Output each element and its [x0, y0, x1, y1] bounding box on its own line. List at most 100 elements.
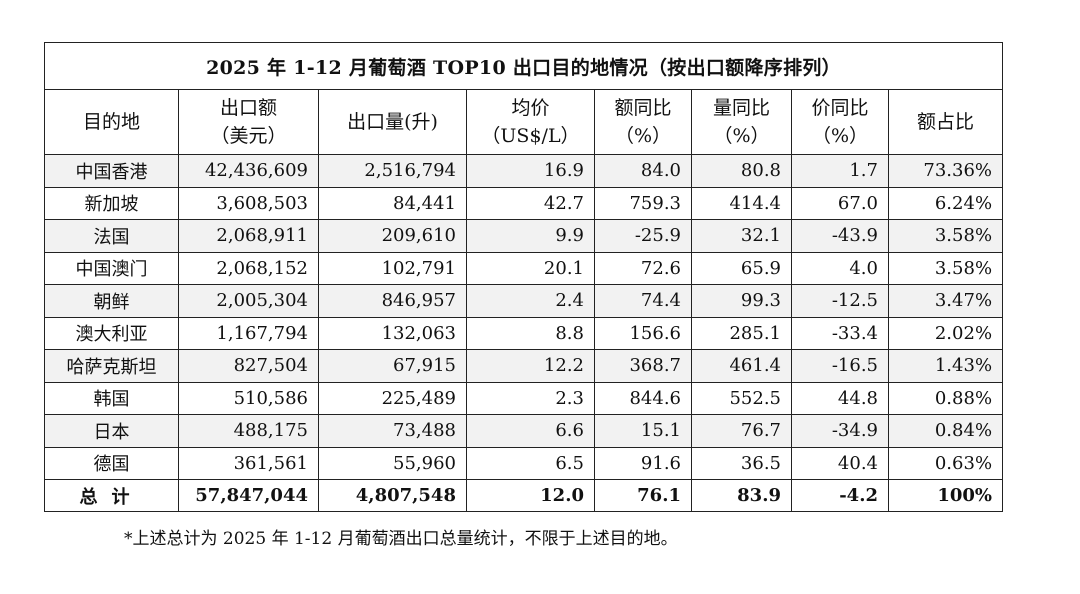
value-cell: 8.8 — [466, 316, 595, 350]
column-header: 目的地 — [44, 89, 179, 155]
value-cell: 285.1 — [691, 316, 792, 350]
value-cell: 80.8 — [691, 154, 792, 188]
destination-cell: 中国香港 — [44, 154, 179, 188]
column-header: 额占比 — [887, 89, 1004, 155]
value-cell: 827,504 — [178, 349, 319, 383]
value-cell: 73.36% — [887, 154, 1004, 188]
value-cell: 510,586 — [178, 381, 319, 415]
value-cell: 40.4 — [791, 446, 889, 480]
value-cell: 2,005,304 — [178, 284, 319, 318]
destination-cell: 日本 — [44, 414, 179, 448]
destination-cell: 澳大利亚 — [44, 316, 179, 350]
table-row: 德国 361,561 55,960 6.5 91.6 36.5 40.4 0.63% — [44, 446, 1004, 480]
value-cell: 99.3 — [691, 284, 792, 318]
table-row: 朝鲜 2,005,304 846,957 2.4 74.4 99.3 -12.5 3.47% — [44, 284, 1004, 318]
value-cell: 2,068,152 — [178, 251, 319, 285]
value-cell: 84,441 — [318, 186, 467, 220]
value-cell: 65.9 — [691, 251, 792, 285]
destination-cell: 韩国 — [44, 381, 179, 415]
value-cell: 74.4 — [594, 284, 692, 318]
value-cell: 91.6 — [594, 446, 692, 480]
value-cell: 73,488 — [318, 414, 467, 448]
table-row: 中国澳门 2,068,152 102,791 20.1 72.6 65.9 4.0 3.58% — [44, 251, 1004, 285]
column-header-label: 量同比 — [712, 97, 770, 119]
value-cell: 36.5 — [691, 446, 792, 480]
value-cell: 1.43% — [887, 349, 1004, 383]
destination-cell: 哈萨克斯坦 — [44, 349, 179, 383]
value-cell: -43.9 — [791, 219, 889, 253]
table-body: 中国香港 42,436,609 2,516,794 16.9 84.0 80.8 1.7 73… — [44, 154, 1004, 480]
value-cell: 4.0 — [791, 251, 889, 285]
total-value-cell: 100% — [887, 479, 1004, 512]
value-cell: 1,167,794 — [178, 316, 319, 350]
value-cell: 6.6 — [466, 414, 595, 448]
value-cell: 3.58% — [887, 219, 1004, 253]
value-cell: 552.5 — [691, 381, 792, 415]
value-cell: 72.6 — [594, 251, 692, 285]
column-header-label: 目的地 — [82, 111, 140, 133]
value-cell: 368.7 — [594, 349, 692, 383]
value-cell: 2,068,911 — [178, 219, 319, 253]
value-cell: 76.7 — [691, 414, 792, 448]
value-cell: 2,516,794 — [318, 154, 467, 188]
value-cell: -12.5 — [791, 284, 889, 318]
value-cell: 15.1 — [594, 414, 692, 448]
column-header-unit: （%） — [614, 125, 672, 147]
column-header-label: 出口额 — [219, 97, 277, 119]
value-cell: 67.0 — [791, 186, 889, 220]
value-cell: -16.5 — [791, 349, 889, 383]
table-row: 新加坡 3,608,503 84,441 42.7 759.3 414.4 67.0 6.24… — [44, 186, 1004, 220]
value-cell: 12.2 — [466, 349, 595, 383]
value-cell: 209,610 — [318, 219, 467, 253]
value-cell: -33.4 — [791, 316, 889, 350]
value-cell: 2.3 — [466, 381, 595, 415]
value-cell: 84.0 — [594, 154, 692, 188]
total-label-cell: 总计 — [44, 479, 179, 512]
value-cell: 0.63% — [887, 446, 1004, 480]
column-header-label: 价同比 — [811, 97, 869, 119]
value-cell: 1.7 — [791, 154, 889, 188]
value-cell: 488,175 — [178, 414, 319, 448]
total-value-cell: 4,807,548 — [318, 479, 467, 512]
table-row: 日本 488,175 73,488 6.6 15.1 76.7 -34.9 0.84% — [44, 414, 1004, 448]
column-header-label: 均价 — [511, 97, 550, 119]
table-row: 中国香港 42,436,609 2,516,794 16.9 84.0 80.8 1.7 73… — [44, 154, 1004, 188]
value-cell: 6.5 — [466, 446, 595, 480]
total-value-cell: -4.2 — [791, 479, 889, 512]
value-cell: 42.7 — [466, 186, 595, 220]
table-row: 韩国 510,586 225,489 2.3 844.6 552.5 44.8 0.88% — [44, 381, 1004, 415]
column-header-label: 额占比 — [917, 111, 975, 133]
value-cell: 9.9 — [466, 219, 595, 253]
column-header-label: 额同比 — [614, 97, 672, 119]
column-header: 量同比 （%） — [691, 89, 792, 155]
value-cell: 102,791 — [318, 251, 467, 285]
value-cell: 0.84% — [887, 414, 1004, 448]
value-cell: 461.4 — [691, 349, 792, 383]
value-cell: 156.6 — [594, 316, 692, 350]
column-header-unit: （美元） — [210, 125, 287, 147]
column-header-unit: （US$/L） — [481, 125, 580, 147]
destination-cell: 法国 — [44, 219, 179, 253]
column-header: 出口量(升) — [318, 89, 467, 155]
value-cell: 6.24% — [887, 186, 1004, 220]
value-cell: 0.88% — [887, 381, 1004, 415]
value-cell: 32.1 — [691, 219, 792, 253]
column-header: 均价 （US$/L） — [466, 89, 595, 155]
header-row: 目的地 出口额 （美元） 出口量(升) 均价 （US$/L） 额同比 （%） 量同比 （%） 价同比… — [44, 89, 1004, 155]
value-cell: 759.3 — [594, 186, 692, 220]
value-cell: 67,915 — [318, 349, 467, 383]
column-header: 额同比 （%） — [594, 89, 692, 155]
value-cell: 132,063 — [318, 316, 467, 350]
footnote: *上述总计为 2025 年 1-12 月葡萄酒出口总量统计，不限于上述目的地。 — [124, 529, 678, 549]
total-value-cell: 57,847,044 — [178, 479, 319, 512]
table-row: 法国 2,068,911 209,610 9.9 -25.9 32.1 -43.9 3.58% — [44, 219, 1004, 253]
value-cell: 16.9 — [466, 154, 595, 188]
value-cell: 3.47% — [887, 284, 1004, 318]
value-cell: 844.6 — [594, 381, 692, 415]
column-header: 出口额 （美元） — [178, 89, 319, 155]
total-value-cell: 83.9 — [691, 479, 792, 512]
column-header-label: 出口量(升) — [347, 111, 438, 133]
total-row: 总计 57,847,044 4,807,548 12.0 76.1 83.9 -4.2 100… — [44, 479, 1004, 512]
destination-cell: 新加坡 — [44, 186, 179, 220]
value-cell: 3.58% — [887, 251, 1004, 285]
